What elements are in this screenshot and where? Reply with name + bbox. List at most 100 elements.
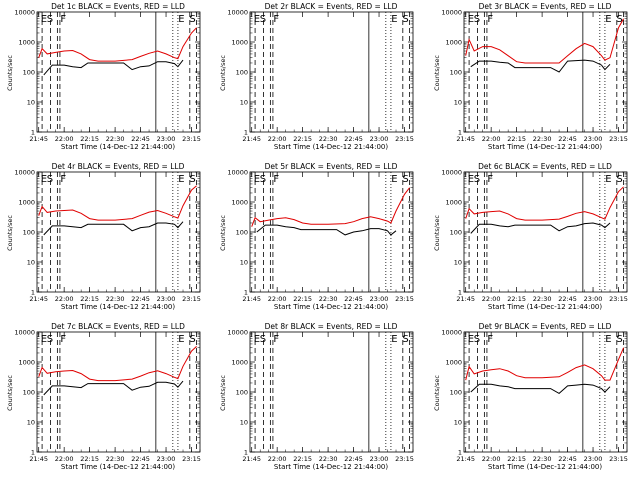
event-letter-e: E — [391, 174, 397, 185]
event-letter-s: S — [260, 334, 266, 345]
event-letter-s: S — [260, 174, 266, 185]
y-tick-label: 10000 — [227, 169, 248, 177]
event-letter-e: E — [605, 174, 611, 185]
event-letter-s: S — [260, 14, 266, 25]
y-tick-label: 1 — [31, 449, 35, 457]
series-events-line — [43, 59, 184, 76]
x-tick-label: 23:15 — [609, 295, 628, 303]
series-events-line — [43, 221, 184, 236]
event-letter-s: S — [47, 14, 53, 25]
chart-title: Det 3r BLACK = Events, RED = LLD — [479, 2, 612, 11]
chart-svg: Det 6c BLACK = Events, RED = LLD 1 10 100 10… — [433, 162, 628, 311]
x-tick-label: 22:15 — [293, 295, 312, 303]
x-tick-label: 22:30 — [533, 295, 552, 303]
chart-svg: Det 7c BLACK = Events, RED = LLD 1 10 100 10… — [6, 322, 201, 471]
plot-frame — [36, 331, 201, 453]
x-tick-label: 22:45 — [558, 455, 577, 463]
x-tick-label: 22:15 — [293, 455, 312, 463]
series-events-line — [470, 59, 611, 73]
x-tick-label: 22:45 — [131, 295, 150, 303]
y-axis-label: Counts/sec — [219, 55, 227, 91]
y-tick-label: 10000 — [227, 329, 248, 337]
x-tick-label: 22:30 — [533, 135, 552, 143]
y-tick-label: 1 — [244, 449, 248, 457]
event-letter-e: E — [605, 14, 611, 25]
x-tick-label: 23:00 — [157, 455, 176, 463]
x-tick-label: 23:15 — [395, 135, 414, 143]
chart-title: Det 4r BLACK = Events, RED = LLD — [52, 162, 185, 171]
event-letter-e: E — [178, 174, 184, 185]
x-tick-label: 23:00 — [370, 295, 389, 303]
y-axis-label: Counts/sec — [219, 215, 227, 251]
y-tick-label: 1000 — [231, 39, 248, 47]
y-tick-label: 10000 — [14, 169, 35, 177]
x-tick-label: 21:45 — [242, 455, 261, 463]
y-axis-label: Counts/sec — [6, 375, 14, 411]
x-tick-label: 22:00 — [482, 135, 501, 143]
x-tick-label: 23:15 — [395, 455, 414, 463]
x-axis-label: Start Time (14-Dec-12 21:44:00) — [274, 143, 388, 151]
series-events-line — [256, 224, 397, 236]
x-tick-label: 21:45 — [29, 455, 48, 463]
x-axis-label: Start Time (14-Dec-12 21:44:00) — [274, 303, 388, 311]
event-letter-s: S — [189, 334, 195, 345]
event-letter-s: S — [616, 14, 622, 25]
x-tick-label: 22:30 — [106, 295, 125, 303]
y-axis-label: Counts/sec — [433, 375, 441, 411]
panel-det-9r: Det 9r BLACK = Events, RED = LLD 1 10 100 10… — [427, 320, 640, 480]
chart-svg: Det 4r BLACK = Events, RED = LLD 1 10 100 10… — [6, 162, 201, 311]
series-lld-line — [38, 27, 197, 62]
series-events-line — [43, 380, 184, 396]
y-tick-label: 1000 — [18, 39, 35, 47]
y-tick-label: 1000 — [445, 359, 462, 367]
x-tick-label: 22:00 — [482, 295, 501, 303]
x-tick-label: 22:15 — [80, 135, 99, 143]
event-letter-s: S — [47, 334, 53, 345]
y-tick-label: 10000 — [441, 9, 462, 17]
y-tick-label: 1 — [244, 129, 248, 137]
y-axis-label: Counts/sec — [433, 55, 441, 91]
event-letter-f: F — [487, 14, 493, 25]
event-letter-e: E — [468, 14, 474, 25]
x-tick-label: 21:45 — [456, 295, 475, 303]
event-letter-e: E — [391, 334, 397, 345]
x-tick-label: 23:00 — [370, 455, 389, 463]
y-tick-label: 10 — [454, 419, 462, 427]
y-tick-label: 1000 — [445, 199, 462, 207]
event-letter-s: S — [47, 174, 53, 185]
panel-det-6c: Det 6c BLACK = Events, RED = LLD 1 10 100 10… — [427, 160, 640, 320]
x-tick-label: 23:00 — [157, 295, 176, 303]
chart-svg: Det 2r BLACK = Events, RED = LLD 1 10 100 10… — [219, 2, 414, 151]
event-letter-e: E — [254, 14, 260, 25]
y-tick-label: 100 — [450, 229, 462, 237]
x-tick-label: 23:15 — [182, 135, 201, 143]
event-letter-e: E — [41, 14, 47, 25]
x-axis-label: Start Time (14-Dec-12 21:44:00) — [488, 303, 602, 311]
y-tick-label: 100 — [23, 69, 35, 77]
chart-title: Det 7c BLACK = Events, RED = LLD — [51, 322, 185, 331]
event-letter-e: E — [254, 174, 260, 185]
event-letter-e: E — [605, 334, 611, 345]
y-tick-label: 1000 — [445, 39, 462, 47]
event-letter-e: E — [41, 174, 47, 185]
event-letter-e: E — [41, 334, 47, 345]
x-tick-label: 22:15 — [507, 455, 526, 463]
y-tick-label: 10 — [27, 419, 35, 427]
series-events-line — [470, 222, 611, 234]
y-tick-label: 10 — [454, 99, 462, 107]
x-axis-label: Start Time (14-Dec-12 21:44:00) — [488, 143, 602, 151]
x-tick-label: 22:15 — [80, 295, 99, 303]
y-tick-label: 1 — [244, 289, 248, 297]
event-letter-s: S — [402, 14, 408, 25]
event-letter-f: F — [273, 174, 279, 185]
event-letter-s: S — [402, 334, 408, 345]
y-axis-label: Counts/sec — [6, 215, 14, 251]
event-letter-e: E — [468, 174, 474, 185]
x-tick-label: 22:00 — [55, 295, 74, 303]
panel-det-4r: Det 4r BLACK = Events, RED = LLD 1 10 100 10… — [0, 160, 213, 320]
event-letter-f: F — [487, 334, 493, 345]
chart-title: Det 6c BLACK = Events, RED = LLD — [478, 162, 612, 171]
y-tick-label: 10000 — [227, 9, 248, 17]
y-tick-label: 100 — [236, 389, 248, 397]
event-letter-e: E — [391, 14, 397, 25]
